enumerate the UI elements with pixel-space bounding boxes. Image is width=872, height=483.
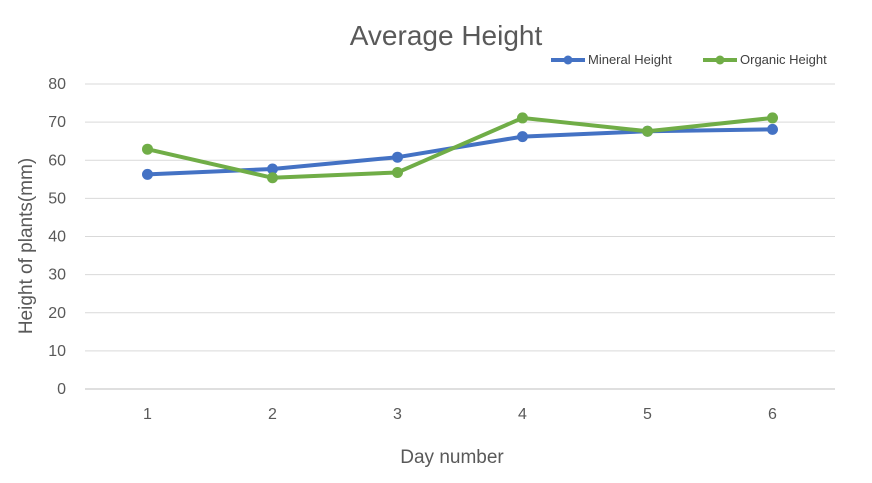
y-tick-label: 80	[48, 76, 66, 93]
y-tick-label: 20	[48, 305, 66, 322]
y-tick-label: 0	[57, 381, 66, 398]
x-axis-ticks: 1 2 3 4 5 6	[143, 406, 777, 423]
series-line	[145, 115, 775, 180]
data-point	[517, 112, 528, 124]
x-axis-label: Day number	[400, 447, 504, 468]
data-point	[642, 125, 653, 137]
data-point	[392, 151, 403, 163]
legend-label: Organic Height	[740, 52, 827, 67]
data-point	[517, 131, 528, 143]
y-tick-label: 40	[48, 229, 66, 246]
x-tick-label: 1	[143, 406, 152, 423]
data-point	[142, 143, 153, 155]
y-tick-label: 70	[48, 114, 66, 131]
x-tick-label: 5	[643, 406, 652, 423]
y-tick-label: 50	[48, 190, 66, 207]
grid-lines	[85, 83, 835, 390]
data-point	[767, 112, 778, 124]
series-line	[145, 127, 775, 177]
data-point	[267, 163, 278, 175]
legend-item: Mineral Height	[551, 52, 672, 67]
y-axis-label: Height of plants(mm)	[16, 158, 37, 334]
y-tick-label: 30	[48, 267, 66, 284]
data-point	[767, 123, 778, 135]
series-2	[142, 112, 778, 184]
x-tick-label: 3	[393, 406, 402, 423]
y-tick-label: 10	[48, 343, 66, 360]
y-tick-label: 60	[48, 152, 66, 169]
x-tick-label: 2	[268, 406, 277, 423]
x-tick-label: 6	[768, 406, 777, 423]
data-point	[142, 168, 153, 180]
legend-swatch-marker	[563, 55, 573, 65]
chart-title: Average Height	[350, 20, 543, 51]
legend: Mineral Height Organic Height	[551, 52, 827, 67]
x-tick-label: 4	[518, 406, 527, 423]
legend-swatch-marker	[715, 55, 725, 65]
legend-label: Mineral Height	[588, 52, 672, 67]
y-axis-ticks: 0 10 20 30 40 50 60 70 80	[48, 76, 66, 398]
legend-item: Organic Height	[703, 52, 827, 67]
data-point	[267, 172, 278, 184]
series-layer	[142, 112, 778, 184]
data-point	[392, 166, 403, 178]
